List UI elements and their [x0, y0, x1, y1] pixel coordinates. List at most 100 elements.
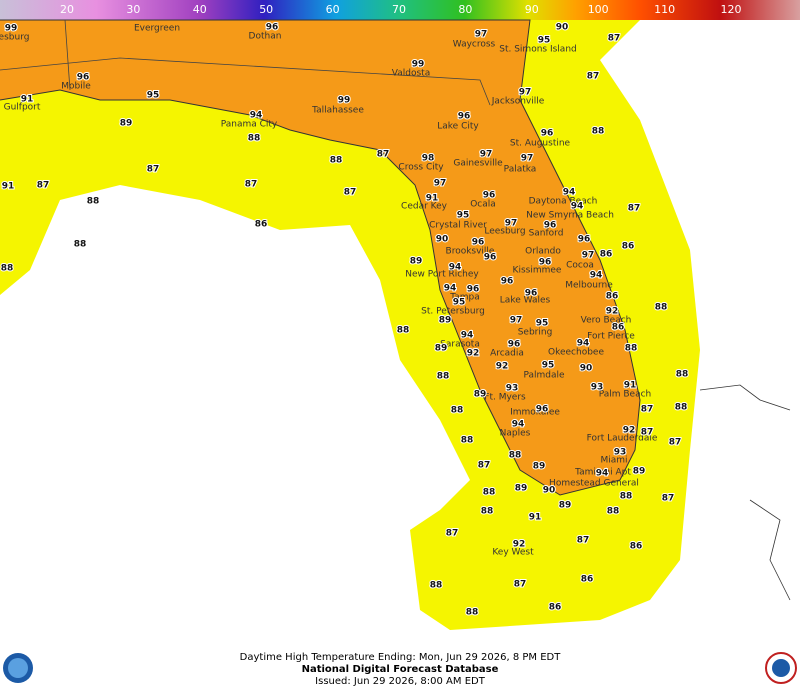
temperature-label: 97: [521, 154, 534, 164]
city-label: Sanford: [529, 229, 564, 239]
temperature-label: 86: [630, 542, 643, 552]
temperature-label: 87: [641, 405, 654, 415]
city-label: Leesburg: [484, 227, 525, 237]
temperature-label: 88: [330, 156, 343, 166]
temperature-label: 97: [434, 179, 447, 189]
temperature-label: 86: [606, 292, 619, 302]
temperature-label: 88: [607, 507, 620, 517]
city-labels: esburg Evergreen Dothan Waycross St. Simons …: [0, 24, 658, 558]
temperature-label: 89: [439, 316, 452, 326]
temperature-label: 88: [437, 372, 450, 382]
city-label: Dothan: [249, 32, 282, 42]
footer-period: Daytime High Temperature Ending: Mon, Ju…: [240, 652, 562, 663]
temperature-label: 97: [480, 150, 493, 160]
temperature-label: 92: [606, 307, 619, 317]
city-label: Cocoa: [566, 261, 594, 271]
city-label: St. Augustine: [510, 139, 571, 149]
temperature-label: 87: [377, 150, 390, 160]
color-bar-tick: 80: [458, 3, 472, 16]
temperature-label: 92: [513, 540, 526, 550]
temperature-label: 88: [1, 264, 14, 274]
footer-issued: Issued: Jun 29 2026, 8:00 AM EDT: [315, 676, 486, 687]
footer-title: National Digital Forecast Database: [302, 664, 499, 675]
temperature-label: 91: [2, 182, 15, 192]
temperature-label: 89: [435, 344, 448, 354]
coastline: [0, 19, 641, 496]
temperature-label: 92: [467, 349, 480, 359]
temperature-label: 90: [556, 23, 569, 33]
city-label: Jacksonville: [491, 97, 545, 107]
temperature-label: 94: [590, 271, 603, 281]
temperature-label: 98: [422, 154, 435, 164]
city-label: Palm Beach: [599, 390, 652, 400]
temperature-label: 88: [466, 608, 479, 618]
city-label: Key West: [492, 548, 534, 558]
temperature-label: 89: [633, 467, 646, 477]
city-label: Arcadia: [490, 349, 524, 359]
city-label: New Port Richey: [405, 270, 479, 280]
temperature-label: 94: [250, 111, 263, 121]
city-label: Valdosta: [392, 69, 430, 79]
temperature-label: 88: [676, 370, 689, 380]
temperature-label: 88: [592, 127, 605, 137]
temperature-label: 96: [541, 129, 554, 139]
temperature-label: 91: [529, 513, 542, 523]
temperature-label: 95: [453, 298, 466, 308]
city-label: Cross City: [398, 163, 444, 173]
city-label: Palatka: [504, 165, 537, 175]
city-label: Crystal River: [429, 221, 487, 231]
temperature-label: 94: [449, 263, 462, 273]
nws-logo: [765, 652, 797, 684]
city-label: Palmdale: [523, 371, 565, 381]
temperature-label: 93: [591, 383, 604, 393]
temperature-label: 89: [120, 119, 133, 129]
temperature-label: 88: [481, 507, 494, 517]
temperature-label: 86: [600, 250, 613, 260]
temperature-label: 89: [559, 501, 572, 511]
temperature-label: 86: [622, 242, 635, 252]
temperature-label: 88: [509, 451, 522, 461]
temperature-label: 87: [37, 181, 50, 191]
temperature-label: 96: [508, 340, 521, 350]
temperature-label: 94: [596, 469, 609, 479]
temperature-label: 96: [501, 277, 514, 287]
temperature-label: 86: [549, 603, 562, 613]
color-bar-tick: 30: [126, 3, 140, 16]
cuba-bahamas: [699, 384, 791, 601]
city-label: Immokalee: [510, 408, 560, 418]
city-label: Vero Beach: [581, 316, 632, 326]
temperature-label: 89: [515, 484, 528, 494]
temperature-label: 96: [536, 405, 549, 415]
city-label: Daytona Beach: [529, 197, 598, 207]
temperature-label: 87: [577, 536, 590, 546]
temperature-label: 96: [484, 253, 497, 263]
temperature-label: 87: [147, 165, 160, 175]
temperature-label: 87: [662, 494, 675, 504]
temperature-label: 94: [571, 202, 584, 212]
city-label: Fort Lauderdale: [587, 434, 658, 444]
city-label: Homestead General: [549, 479, 639, 489]
temperature-label: 88: [620, 492, 633, 502]
city-label: Ft. Myers: [484, 393, 526, 403]
temperature-label: 88: [625, 344, 638, 354]
city-label: Evergreen: [134, 24, 180, 34]
color-bar-ticks: 20 30 40 50 60 70 80 90 100 110 120: [60, 3, 742, 16]
temperature-label: 87: [446, 529, 459, 539]
temperature-label: 89: [410, 257, 423, 267]
temperature-label: 95: [542, 361, 555, 371]
temperature-label: 88: [87, 197, 100, 207]
city-label: Panama City: [221, 120, 278, 130]
color-bar-tick: 110: [654, 3, 675, 16]
temperature-label: 99: [412, 60, 425, 70]
temperature-label: 91: [624, 381, 637, 391]
temperature-label: 96: [472, 238, 485, 248]
temperature-label: 92: [623, 426, 636, 436]
temperature-label: 89: [474, 390, 487, 400]
temperature-label: 87: [587, 72, 600, 82]
city-label: Kissimmee: [513, 266, 562, 276]
temperature-label: 92: [496, 362, 509, 372]
state-borders: [0, 19, 491, 106]
temperature-label: 95: [538, 36, 551, 46]
city-label: Waycross: [453, 40, 496, 50]
temperature-label: 97: [510, 316, 523, 326]
